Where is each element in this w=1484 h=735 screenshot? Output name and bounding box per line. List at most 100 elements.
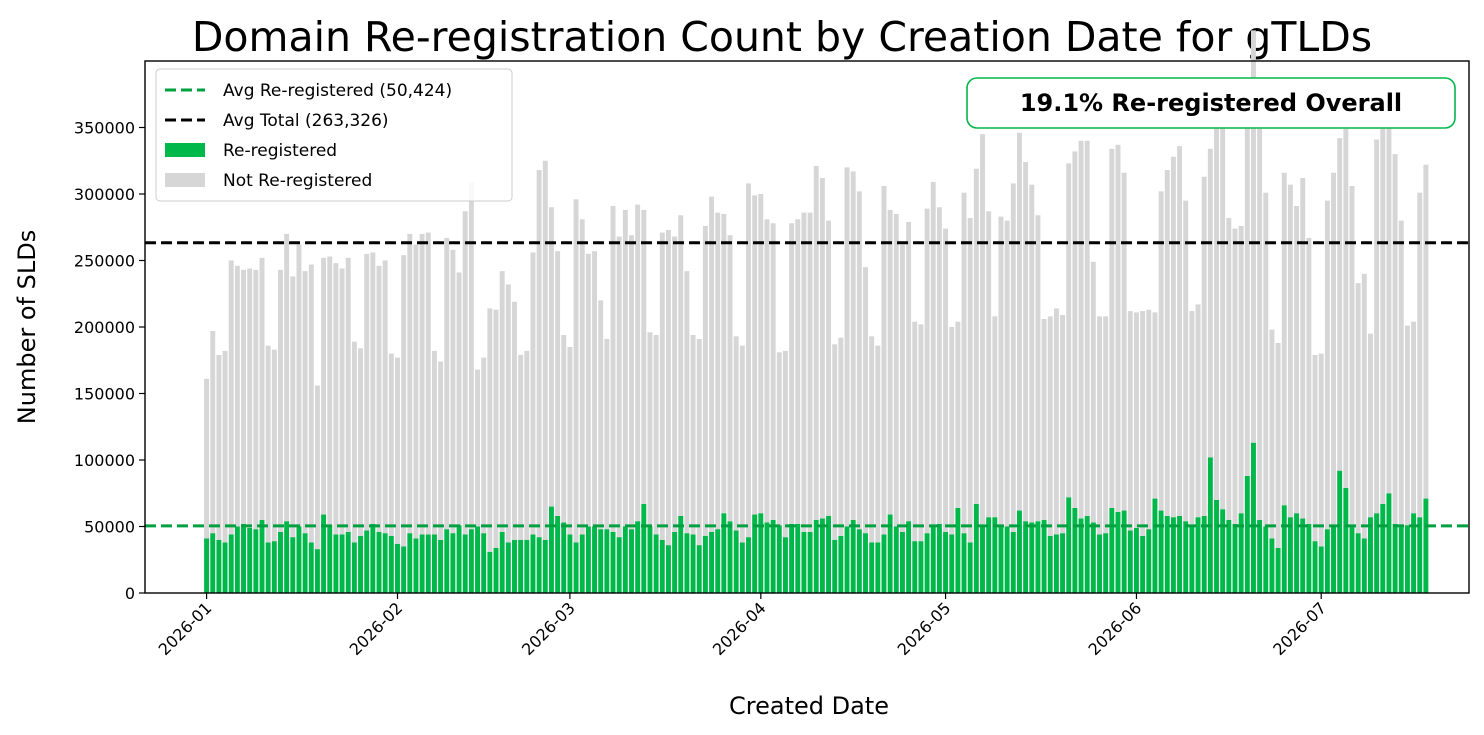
- bar-not-re-registered: [1127, 311, 1133, 531]
- bar-not-re-registered: [881, 186, 887, 535]
- bar-re-registered: [1140, 535, 1146, 593]
- bar-not-re-registered: [308, 264, 314, 543]
- bar-not-re-registered: [653, 334, 659, 535]
- bar-re-registered: [1121, 510, 1127, 593]
- bar-re-registered: [1404, 525, 1410, 593]
- bar-not-re-registered: [462, 211, 468, 535]
- bar-not-re-registered: [1170, 156, 1176, 518]
- bar-not-re-registered: [838, 337, 844, 536]
- y-tick-label: 200000: [74, 318, 135, 337]
- bar-re-registered: [1164, 515, 1170, 593]
- bar-re-registered: [665, 545, 671, 593]
- bar-not-re-registered: [271, 349, 277, 542]
- bar-re-registered: [739, 542, 745, 593]
- bar-not-re-registered: [647, 332, 653, 527]
- bar-not-re-registered: [1146, 309, 1152, 530]
- bar-re-registered: [1337, 470, 1343, 593]
- legend-item-re-registered-swatch: [165, 143, 205, 157]
- bar-re-registered: [936, 523, 942, 593]
- bar-re-registered: [278, 531, 283, 593]
- bar-not-re-registered: [1109, 148, 1115, 508]
- bar-not-re-registered: [345, 257, 351, 532]
- bar-not-re-registered: [1220, 110, 1226, 510]
- bar-not-re-registered: [980, 134, 985, 527]
- bar-not-re-registered: [296, 244, 302, 527]
- bar-re-registered: [1078, 518, 1084, 593]
- bar-not-re-registered: [690, 334, 696, 535]
- bar-re-registered: [481, 533, 487, 593]
- bar-re-registered: [407, 533, 413, 593]
- bar-not-re-registered: [1207, 148, 1213, 458]
- y-tick-label: 150000: [74, 385, 135, 404]
- bar-re-registered: [1300, 518, 1306, 593]
- bar-not-re-registered: [930, 182, 936, 526]
- bar-re-registered: [413, 538, 419, 593]
- bar-not-re-registered: [487, 308, 493, 552]
- bar-re-registered: [1374, 513, 1380, 593]
- bar-not-re-registered: [1386, 102, 1392, 494]
- bar-not-re-registered: [573, 199, 579, 543]
- bar-not-re-registered: [727, 235, 733, 522]
- bar-re-registered: [1324, 529, 1330, 593]
- bar-not-re-registered: [629, 235, 634, 530]
- bar-re-registered: [622, 526, 628, 593]
- bar-re-registered: [832, 539, 838, 593]
- bar-not-re-registered: [382, 260, 388, 534]
- bar-re-registered: [980, 526, 985, 593]
- bars-group: [204, 30, 1429, 593]
- bar-re-registered: [838, 535, 844, 593]
- bar-not-re-registered: [912, 321, 918, 542]
- bar-not-re-registered: [370, 252, 376, 524]
- bar-not-re-registered: [1158, 191, 1164, 511]
- bar-re-registered: [1257, 519, 1263, 593]
- bar-re-registered: [1060, 533, 1066, 593]
- bar-not-re-registered: [351, 341, 357, 543]
- bar-re-registered: [228, 534, 234, 593]
- bar-not-re-registered: [555, 251, 561, 516]
- bar-re-registered: [444, 529, 450, 593]
- bar-not-re-registered: [222, 350, 228, 543]
- bar-re-registered: [555, 515, 561, 593]
- bar-re-registered: [1066, 497, 1072, 593]
- bar-re-registered: [542, 539, 548, 593]
- bar-not-re-registered: [992, 316, 998, 518]
- bar-re-registered: [1423, 498, 1429, 593]
- bar-re-registered: [758, 513, 764, 593]
- bar-not-re-registered: [715, 212, 721, 530]
- bar-re-registered: [647, 526, 653, 593]
- bar-not-re-registered: [567, 346, 573, 535]
- bar-not-re-registered: [493, 309, 499, 548]
- bar-not-re-registered: [1398, 220, 1404, 527]
- bar-not-re-registered: [468, 182, 474, 530]
- bar-re-registered: [321, 514, 327, 593]
- bar-not-re-registered: [450, 249, 456, 534]
- bar-re-registered: [1411, 513, 1417, 593]
- bar-not-re-registered: [604, 338, 610, 530]
- bar-not-re-registered: [592, 251, 598, 527]
- bar-not-re-registered: [425, 232, 431, 535]
- bar-re-registered: [1004, 526, 1010, 593]
- bar-re-registered: [548, 506, 554, 593]
- bar-re-registered: [973, 503, 979, 593]
- bar-re-registered: [610, 531, 616, 593]
- bar-not-re-registered: [967, 217, 973, 543]
- bar-not-re-registered: [1251, 30, 1256, 443]
- bar-not-re-registered: [659, 232, 665, 540]
- bar-re-registered: [1170, 517, 1176, 593]
- bar-re-registered: [967, 542, 973, 593]
- bar-re-registered: [456, 525, 462, 593]
- bar-re-registered: [271, 541, 277, 593]
- bar-not-re-registered: [961, 192, 967, 534]
- bar-not-re-registered: [998, 216, 1004, 527]
- bar-re-registered: [284, 521, 290, 593]
- bar-re-registered: [1109, 507, 1115, 593]
- bar-re-registered: [1029, 522, 1035, 593]
- bar-re-registered: [1084, 515, 1090, 593]
- bar-re-registered: [776, 525, 782, 593]
- bar-not-re-registered: [1318, 353, 1324, 547]
- bar-not-re-registered: [204, 378, 210, 539]
- legend-item-re-registered-label: Re-registered: [223, 141, 337, 161]
- bar-re-registered: [1177, 515, 1183, 593]
- bar-not-re-registered: [801, 212, 807, 532]
